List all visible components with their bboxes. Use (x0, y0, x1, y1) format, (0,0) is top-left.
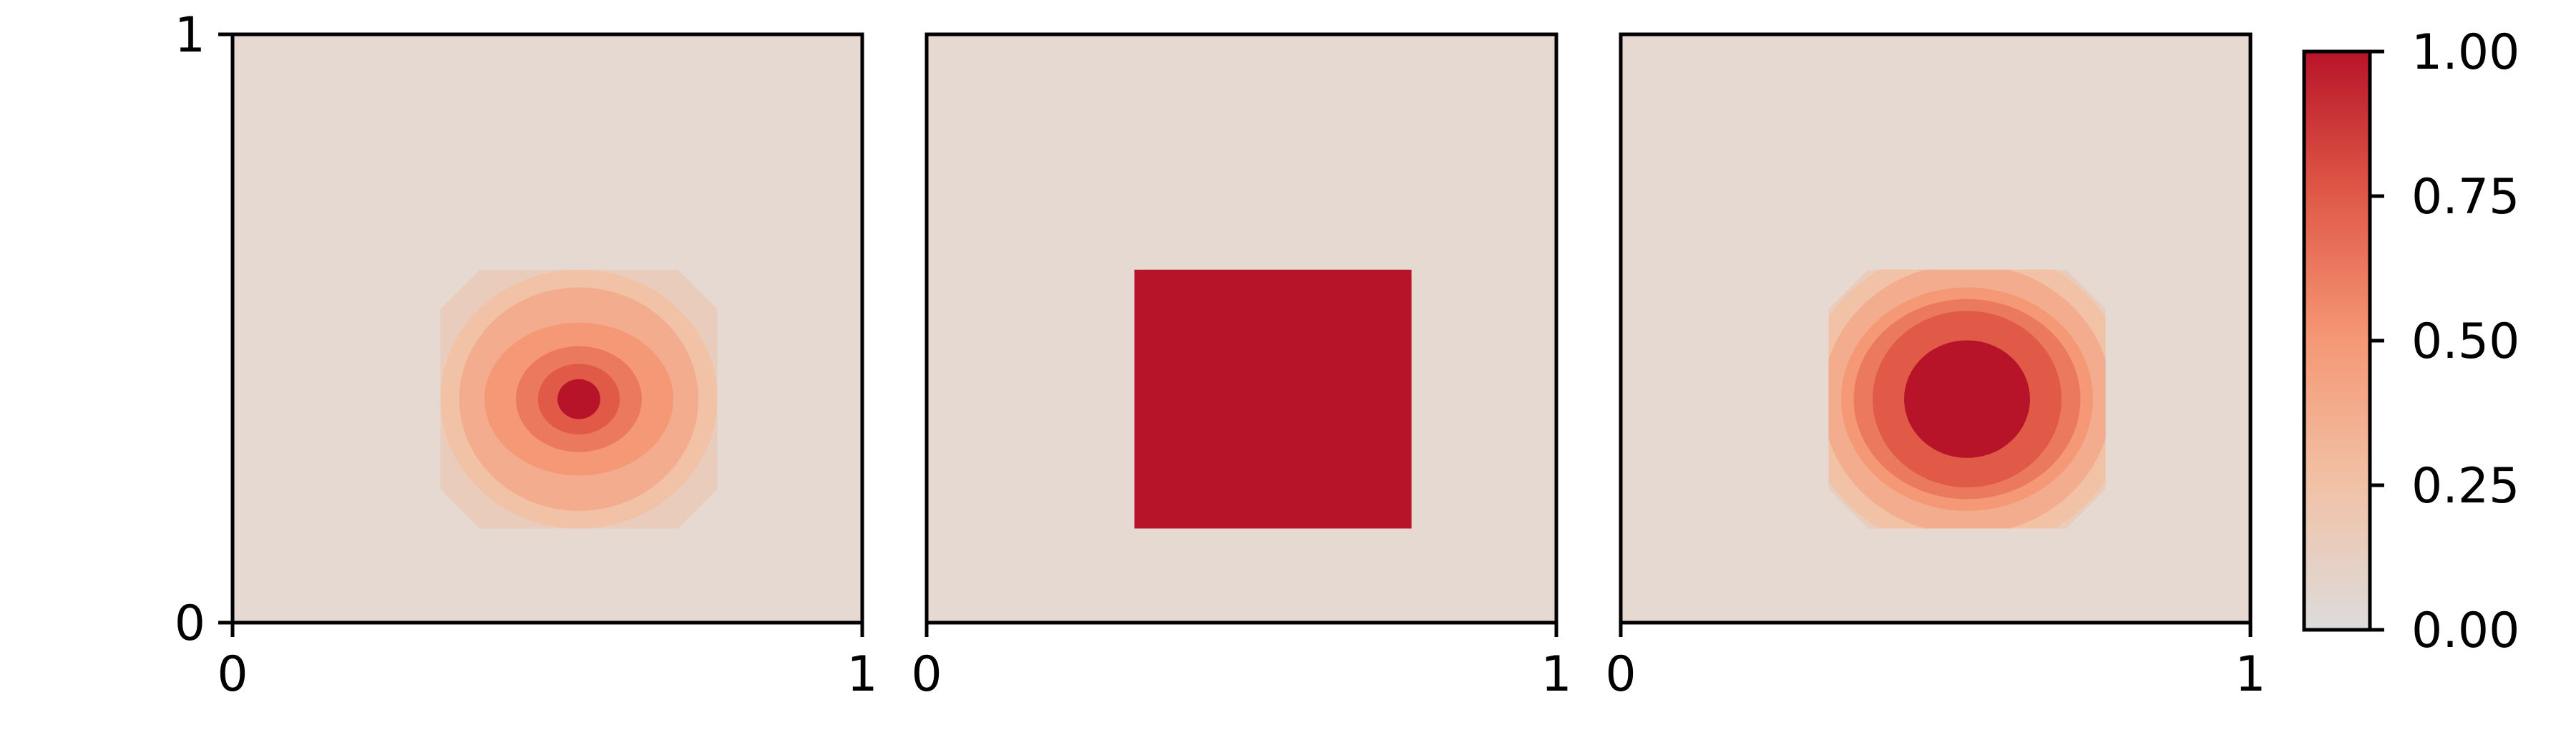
x-tick-label: 1 (2235, 646, 2265, 703)
x-tick-label: 1 (1541, 646, 1571, 703)
colorbar-tick-label: 0.25 (2411, 458, 2519, 515)
contour-level-5 (557, 379, 600, 419)
colorbar-gradient (2304, 52, 2370, 630)
colorbar-tick-label: 0.75 (2411, 169, 2519, 225)
colorbar-tick-label: 0.00 (2411, 603, 2519, 659)
x-tick-label: 0 (1605, 646, 1636, 703)
x-tick-label: 0 (911, 646, 942, 703)
y-tick-label: 0 (175, 595, 205, 652)
contour-level-5 (1904, 340, 2030, 458)
x-tick-label: 1 (847, 646, 877, 703)
panel-1: 0 1 0 1 (175, 7, 878, 703)
colorbar-tick-label: 1.00 (2411, 24, 2519, 81)
axes-frame (924, 32, 1558, 625)
y-tick-label: 1 (175, 7, 205, 64)
axes-frame (230, 32, 864, 625)
x-tick-label: 0 (217, 646, 248, 703)
axes-frame (1619, 32, 2253, 625)
colorbar-tick-label: 0.50 (2411, 313, 2519, 370)
box-region (1134, 269, 1412, 529)
colorbar: 0.00 0.25 0.50 0.75 1.00 (2302, 24, 2519, 659)
